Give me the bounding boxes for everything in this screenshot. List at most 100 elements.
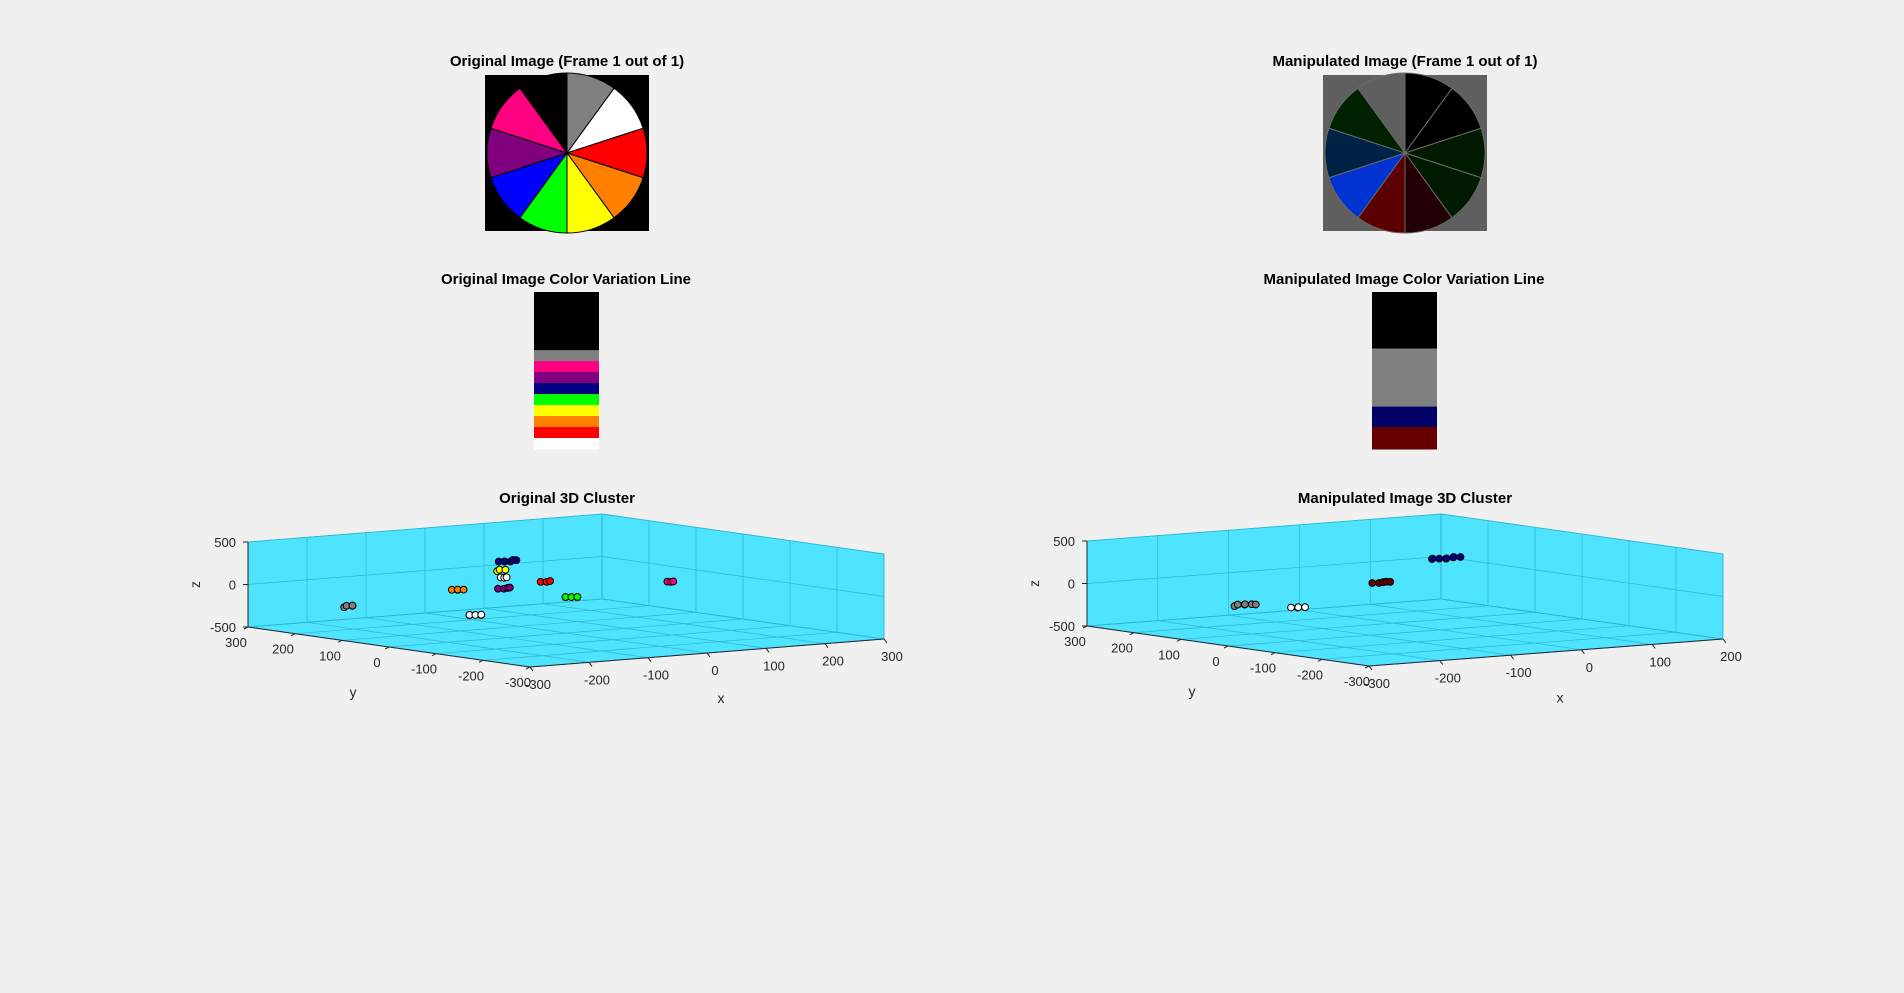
y-tick-mark [384,646,390,650]
cluster-point [1449,553,1458,561]
color-segment-1 [534,292,599,351]
cluster-point [1233,600,1242,609]
manipulated-image-panel: Manipulated Image (Frame 1 out of 1) [1272,53,1538,234]
y-axis-label: y [350,684,357,700]
cluster-point [1294,603,1303,612]
y-tick-mark [1223,645,1229,649]
y-tick-label: -300 [505,675,531,690]
y-tick-mark [1176,638,1182,642]
grid-line [1086,513,1442,542]
manipulated-3d-cluster-title: Manipulated Image 3D Cluster [1298,490,1512,507]
cluster-point [1386,578,1395,586]
grid-line [482,631,838,661]
z-axis-label: z [1026,580,1042,587]
grid-line [294,605,650,635]
y-tick-label: 0 [373,655,380,670]
original-color-line-segments [534,292,599,450]
y-tick-mark [431,653,437,657]
y-tick-label: 100 [1158,647,1180,662]
z-tick-label: 0 [1068,577,1075,592]
grid-line [388,618,744,648]
manipulated-color-line-title: Manipulated Image Color Variation Line [1264,271,1545,288]
wheel-wedge-10 [519,72,568,155]
grid-line [247,513,603,543]
y-tick-label: -100 [411,662,437,677]
grid-line [601,556,885,597]
cluster-point [1428,554,1437,563]
original-color-line-title: Original Image Color Variation Line [441,271,691,288]
x-tick-mark [765,648,770,653]
grid-line [1133,605,1489,634]
x-tick-mark [1581,649,1585,655]
cluster-point [1435,554,1444,563]
grid-line [1440,513,1724,555]
manipulated-image-title: Manipulated Image (Frame 1 out of 1) [1272,53,1537,70]
color-segment-9 [534,427,599,439]
y-tick-label: 100 [319,648,341,663]
color-segment-2 [534,350,599,362]
y-tick-label: 200 [1111,641,1133,656]
y-tick-label: 300 [225,635,247,650]
y-tick-label: 300 [1064,634,1086,649]
x-tick-label: 0 [1586,660,1593,675]
grid-line [1227,618,1583,647]
x-tick-mark [824,643,829,648]
color-segment-6 [534,394,599,406]
original-3d-cluster-title: Original 3D Cluster [499,490,635,507]
color-segment-3 [1372,406,1437,428]
original-color-line-panel: Original Image Color Variation Line [441,271,691,450]
cluster-point [1368,579,1377,587]
grid-line [1274,625,1630,654]
z-axis-label: z [187,581,203,588]
color-segment-7 [534,405,599,417]
y-tick-label: 0 [1212,654,1219,669]
grid-line [1180,611,1536,640]
cluster-point [669,577,678,586]
grid-line [1086,556,1442,584]
original-image-wedges [486,72,648,234]
manipulated-color-line-panel: Manipulated Image Color Variation Line [1264,271,1545,450]
grid-line [341,611,697,641]
x-tick-mark [588,662,593,667]
x-tick-mark [1651,644,1656,649]
cluster-point [1301,603,1309,612]
x-tick-label: -100 [1506,665,1532,680]
x-axis-label: x [718,690,725,706]
original-image-panel: Original Image (Frame 1 out of 1) [450,53,684,234]
y-tick-mark [1129,632,1135,636]
x-tick-mark [647,657,652,662]
manipulated-3d-axes: -300 -200 -100 0 100 200 -300 -200 -100 0 100 200 30… [1026,513,1742,706]
grid-line [1086,598,1442,627]
x-tick-label: 300 [881,649,903,664]
y-tick-mark [337,639,343,643]
cluster-point [505,583,514,592]
y-tick-mark [478,659,484,663]
original-3d-cluster-panel: Original 3D Cluster -300 -200 -100 0 100 200 3… [187,490,903,706]
z-tick-label: 500 [214,535,236,550]
manipulated-color-line-segments [1372,292,1437,450]
x-axis-line [1368,638,1724,667]
y-tick-mark [290,633,296,637]
y-tick-mark [525,666,531,670]
cluster-point [546,577,554,585]
z-tick-label: -500 [210,620,236,635]
y-tick-label: -200 [458,668,484,683]
x-tick-mark [529,666,534,672]
grid-line [1440,598,1724,640]
cluster-point [501,565,510,574]
color-segment-8 [534,416,599,428]
y-tick-label: -200 [1297,667,1323,682]
y-axis-label: y [1189,683,1196,699]
x-tick-label: -300 [1364,676,1390,691]
color-segment-4 [534,372,599,384]
y-tick-label: -100 [1250,661,1276,676]
y-tick-label: -300 [1344,674,1370,689]
x-tick-label: 0 [711,663,718,678]
cluster-point [1287,603,1295,612]
x-tick-label: 200 [1720,649,1742,664]
wheel-wedge-10 [1357,72,1406,155]
x-tick-label: 100 [763,658,785,673]
x-axis-label: x [1557,690,1564,706]
cluster-point [1442,554,1451,563]
